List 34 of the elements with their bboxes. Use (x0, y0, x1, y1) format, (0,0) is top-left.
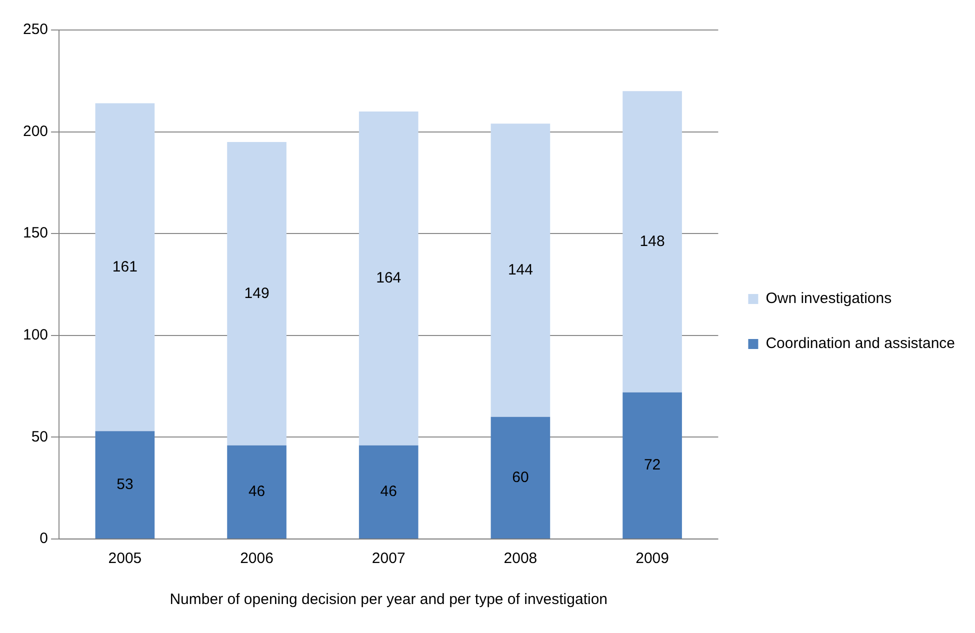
bar (490, 124, 550, 417)
bar (227, 142, 286, 446)
bar (490, 416, 550, 538)
data-label: 148 (640, 232, 665, 250)
data-label: 149 (244, 284, 270, 302)
x-axis-title: Number of opening decision per year and per type of investigation (170, 591, 608, 608)
data-label: 60 (512, 468, 529, 486)
data-label: 53 (116, 476, 134, 493)
data-label: 46 (380, 483, 397, 500)
bar (358, 111, 418, 446)
y-tick-label: 50 (31, 428, 48, 446)
x-tick-label: 2007 (372, 550, 406, 568)
x-tick-label: 2005 (108, 550, 142, 568)
legend-label: Coordination and assistance (766, 335, 956, 352)
y-tick-label: 150 (22, 224, 48, 242)
x-tick-label: 2006 (240, 550, 274, 568)
y-tick-label: 200 (22, 122, 48, 140)
data-label: 161 (112, 258, 138, 276)
legend-label: Own investigations (766, 290, 892, 308)
y-tick-label: 100 (22, 326, 48, 344)
x-tick-label: 2009 (636, 550, 669, 568)
y-tick-label: 0 (40, 530, 48, 548)
data-label: 144 (508, 261, 533, 278)
data-label: 72 (644, 456, 661, 474)
data-label: 46 (248, 483, 266, 500)
bar (358, 445, 418, 538)
y-tick-label: 250 (22, 21, 48, 38)
bar (622, 392, 682, 538)
bar (95, 431, 155, 538)
bar (227, 445, 286, 538)
x-tick-label: 2008 (504, 550, 538, 568)
bar (622, 91, 682, 392)
bar (95, 103, 155, 432)
data-label: 164 (376, 270, 402, 287)
